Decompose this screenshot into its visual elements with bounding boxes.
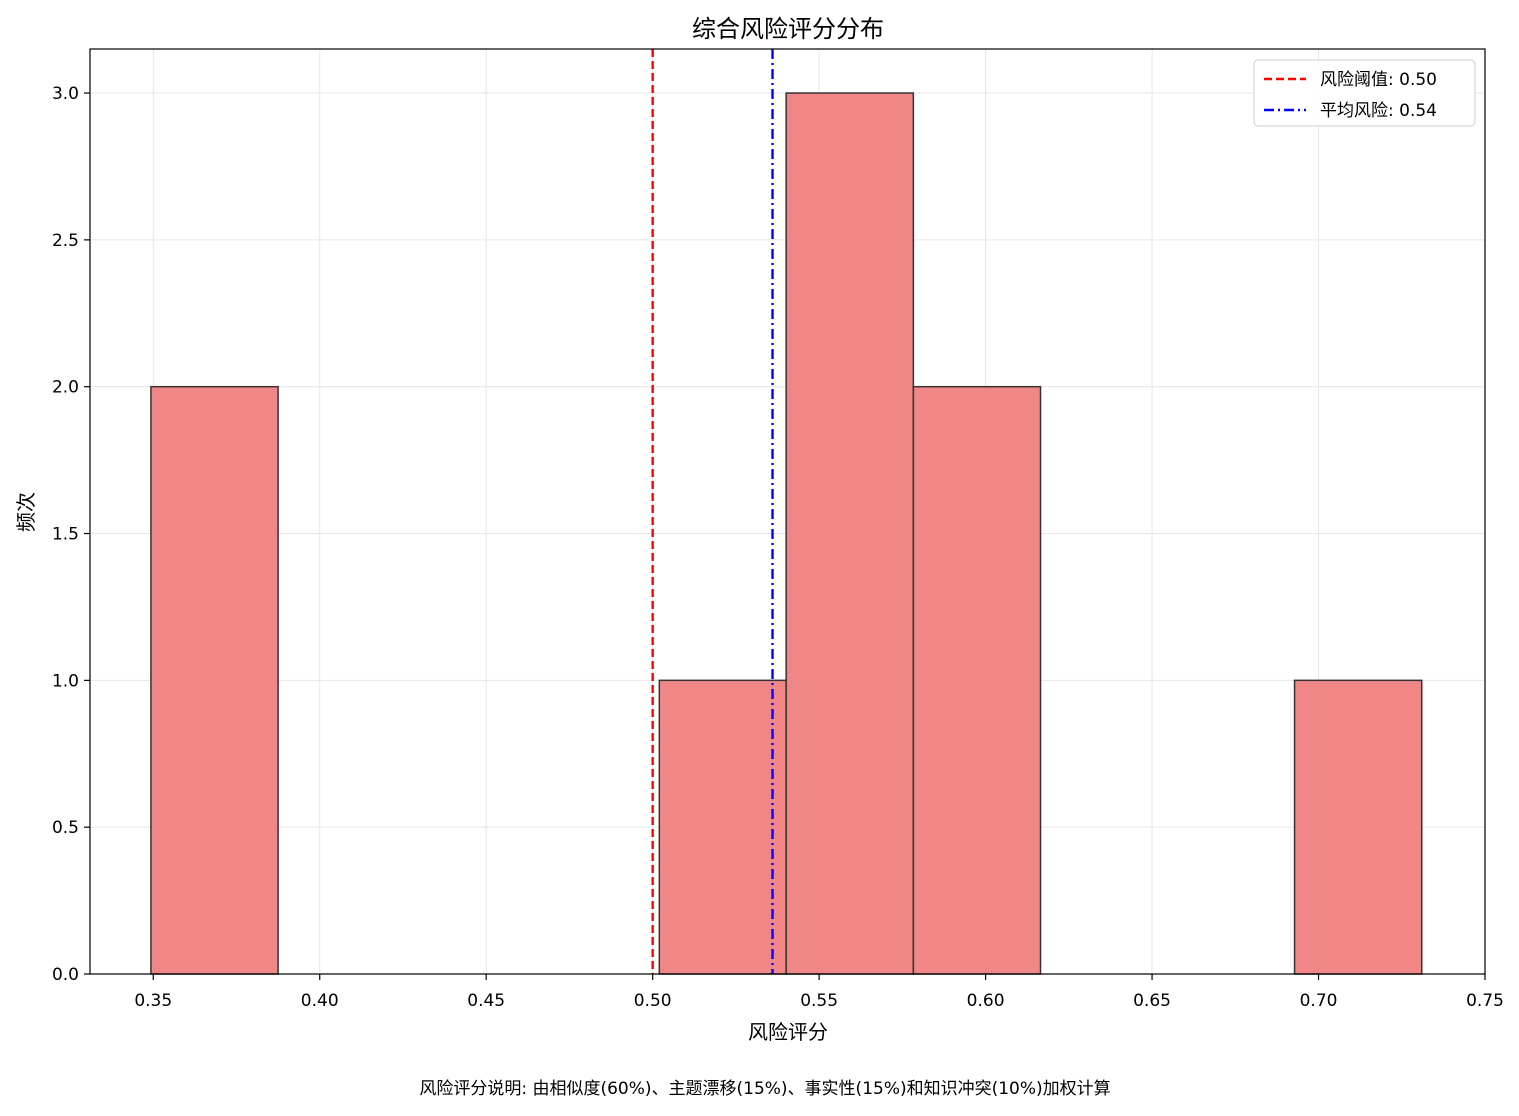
y-tick-label: 1.5 [52,525,79,545]
x-tick-label: 0.45 [467,991,505,1011]
y-tick-label: 0.5 [52,818,79,838]
y-tick-label: 2.0 [52,378,79,398]
x-tick-label: 0.65 [1133,991,1171,1011]
x-tick-label: 0.50 [634,991,672,1011]
footnote-text: 风险评分说明: 由相似度(60%)、主题漂移(15%)、事实性(15%)和知识冲… [419,1079,1110,1099]
x-axis-label: 风险评分 [748,1020,828,1044]
x-tick-label: 0.40 [301,991,339,1011]
legend-mean-label: 平均风险: 0.54 [1320,101,1437,121]
histogram-bar [912,385,1042,975]
x-tick-label: 0.75 [1466,991,1504,1011]
x-tick-label: 0.60 [967,991,1005,1011]
legend-box [1253,59,1476,127]
reference-lines [651,49,774,974]
ticks: 0.35 0.40 0.45 0.50 0.55 0.60 0.65 0.70 0.75 0.0 0… [52,84,1504,1011]
legend-threshold-label: 风险阈值: 0.50 [1320,70,1437,90]
x-tick-label: 0.70 [1300,991,1338,1011]
bars [150,92,1423,975]
x-tick-label: 0.55 [800,991,838,1011]
y-tick-label: 1.0 [52,671,79,691]
y-tick-label: 3.0 [52,84,79,104]
histogram-bar [1293,679,1423,975]
histogram-bar [658,679,787,975]
y-tick-label: 0.0 [52,965,79,985]
y-tick-label: 2.5 [52,231,79,251]
y-axis-label: 频次 [14,492,38,532]
chart-title: 综合风险评分分布 [692,15,884,43]
histogram-bar [785,92,915,975]
x-tick-label: 0.35 [134,991,172,1011]
plot-frame [89,48,1486,975]
histogram-bar [150,385,279,975]
legend: 风险阈值: 0.50 平均风险: 0.54 [1253,59,1476,127]
